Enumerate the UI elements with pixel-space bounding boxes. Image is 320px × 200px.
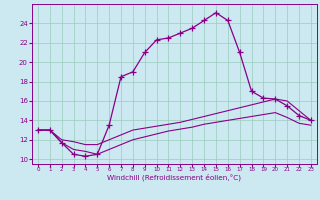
X-axis label: Windchill (Refroidissement éolien,°C): Windchill (Refroidissement éolien,°C): [108, 174, 241, 181]
